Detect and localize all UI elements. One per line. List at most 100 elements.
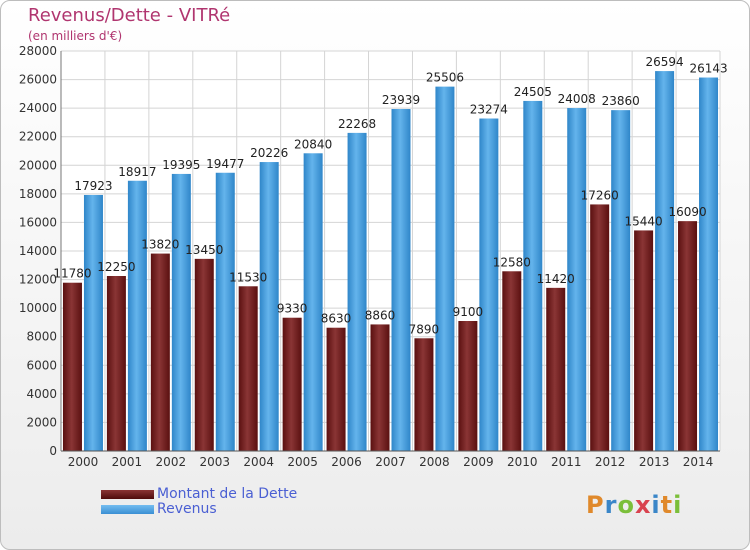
logo-letter: P [586,491,605,519]
x-tick-label: 2001 [112,455,143,469]
x-tick-label: 2000 [68,455,99,469]
data-label-revenue: 20840 [294,137,332,151]
bar-revenue [655,71,675,451]
bar-debt [590,204,610,451]
y-tick-label: 16000 [19,215,57,229]
data-label-revenue: 20226 [250,146,288,160]
x-tick-label: 2007 [375,455,406,469]
data-label-debt: 15440 [625,214,663,228]
bar-debt [502,271,522,451]
x-tick-label: 2010 [507,455,538,469]
data-label-debt: 7890 [409,322,440,336]
logo-letter: r [604,491,618,519]
y-tick-label: 12000 [19,273,57,287]
x-tick-label: 2014 [683,455,714,469]
y-tick-label: 2000 [26,415,57,429]
bar-revenue [347,132,367,451]
x-tick-label: 2004 [243,455,274,469]
data-label-debt: 11780 [53,267,91,281]
data-label-revenue: 26594 [646,55,684,69]
x-tick-label: 2002 [156,455,187,469]
x-tick-label: 2005 [287,455,318,469]
data-label-revenue: 26143 [689,62,727,76]
bar-revenue [435,86,455,451]
bar-revenue [83,194,103,451]
x-tick-label: 2009 [463,455,494,469]
bar-revenue [215,172,235,451]
legend-label-debt: Montant de la Dette [157,486,298,502]
data-label-revenue: 19477 [206,157,244,171]
x-tick-label: 2006 [331,455,362,469]
bar-debt [282,317,302,451]
bar-debt [238,286,258,451]
bar-revenue [611,110,631,452]
data-label-revenue: 17923 [74,179,112,193]
y-tick-label: 0 [49,444,57,458]
x-tick-label: 2013 [639,455,670,469]
data-label-debt: 11420 [537,272,575,286]
bar-debt [62,282,82,451]
data-label-debt: 9100 [453,305,484,319]
bar-debt [546,287,566,451]
legend-label-revenue: Revenus [157,501,217,517]
bar-revenue [479,118,499,451]
bar-revenue [259,162,279,452]
bar-debt [194,258,214,451]
logo-letter: t [660,491,674,519]
y-tick-label: 22000 [19,130,57,144]
x-tick-label: 2008 [419,455,450,469]
grid [60,50,721,452]
x-tick-label: 2003 [199,455,230,469]
data-label-debt: 13450 [185,243,223,257]
data-label-debt: 12250 [97,260,135,274]
data-label-debt: 8860 [365,308,396,322]
bar-revenue [127,180,147,451]
bar-revenue [391,109,411,451]
data-label-revenue: 19395 [162,158,200,172]
bar-revenue [303,153,323,452]
data-label-revenue: 24505 [514,85,552,99]
y-tick-label: 6000 [26,358,57,372]
logo-letter: o [617,491,635,519]
bar-revenue [171,173,191,451]
logo-letter: i [651,491,661,519]
y-tick-label: 10000 [19,301,57,315]
y-tick-label: 8000 [26,330,57,344]
bars [62,71,719,452]
bar-debt [678,221,698,451]
y-tick-label: 4000 [26,387,57,401]
y-tick-label: 24000 [19,101,57,115]
data-label-revenue: 23274 [470,103,508,117]
y-tick-label: 28000 [19,44,57,58]
x-tick-label: 2011 [551,455,582,469]
data-label-revenue: 23939 [382,93,420,107]
data-labels: 11780 17923 12250 18917 13820 19395 13450 19477… [53,55,727,336]
data-label-debt: 17260 [581,188,619,202]
data-label-revenue: 23860 [602,94,640,108]
bar-debt [634,230,654,451]
data-label-debt: 9330 [277,302,308,316]
data-label-debt: 12580 [493,255,531,269]
bar-revenue [699,77,719,452]
y-tick-label: 18000 [19,187,57,201]
y-tick-label: 26000 [19,73,57,87]
x-tick-label: 2012 [595,455,626,469]
data-label-revenue: 22268 [338,117,376,131]
bar-debt [150,253,170,451]
chart-subtitle: (en milliers d'€) [28,29,123,43]
bar-debt [370,324,390,451]
data-label-debt: 13820 [141,238,179,252]
bar-debt [458,321,478,451]
proxiti-logo: Proxiti [586,491,682,519]
data-label-debt: 11530 [229,270,267,284]
bar-revenue [523,100,543,451]
data-label-revenue: 18917 [118,165,156,179]
logo-letter: i [673,491,683,519]
bar-debt [414,338,434,451]
data-label-debt: 16090 [668,205,706,219]
y-tick-label: 14000 [19,244,57,258]
chart-title: Revenus/Dette - VITRé [28,5,231,26]
data-label-revenue: 24008 [558,92,596,106]
